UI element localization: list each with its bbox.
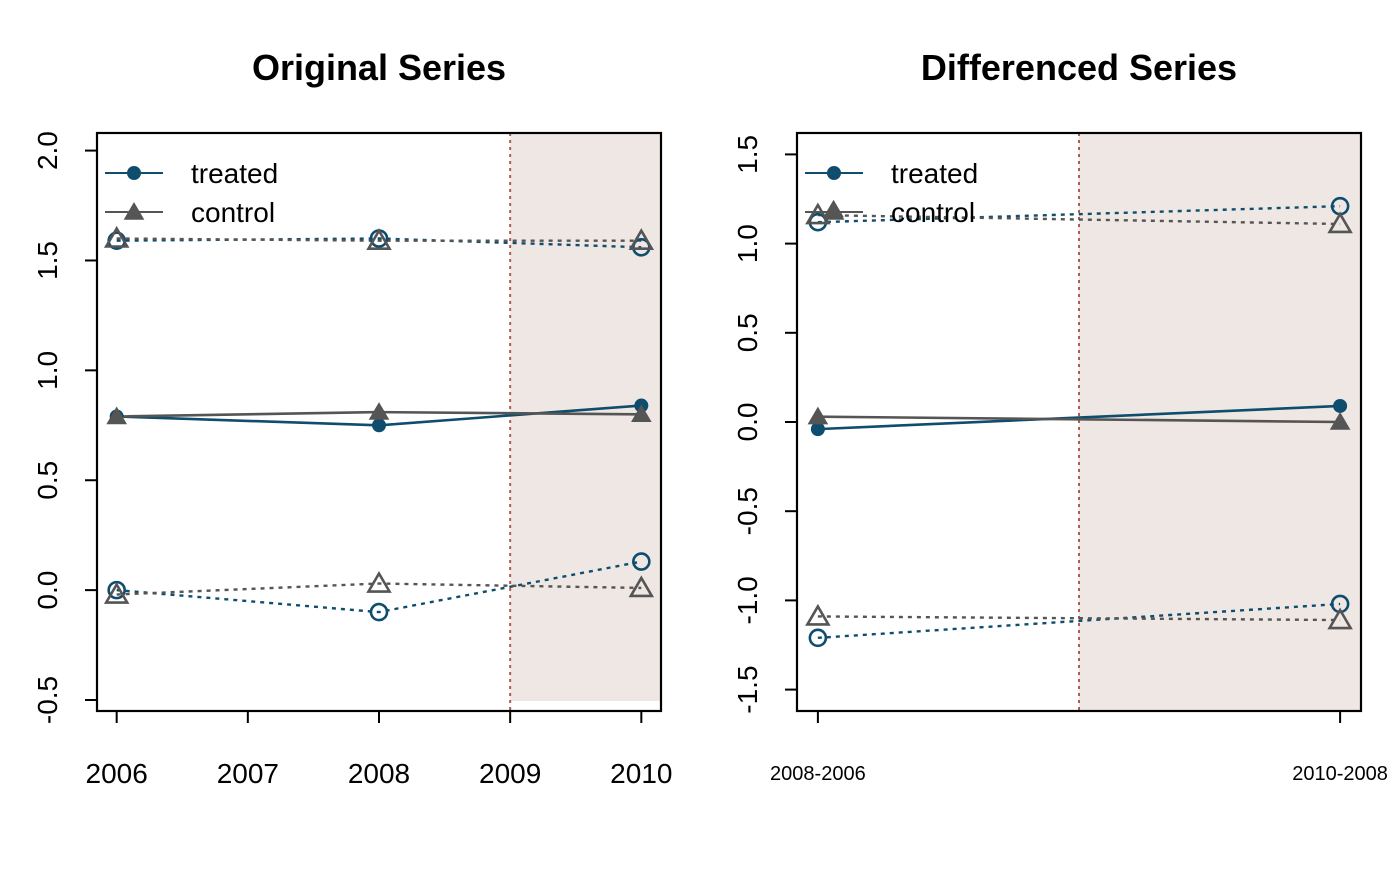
y-tick-label: 0.0 [32,571,63,610]
legend-marker-treated [827,166,841,180]
y-tick-label: 0.5 [732,313,763,352]
series-line-control-5 [817,615,1341,622]
panel-differenced-series: Differenced Series -1.5 -1.0 -0.5 0.0 0.5 1.0 1… [732,47,1388,785]
x-tick-label: 2008 [348,758,410,789]
y-tick-label: 1.0 [732,224,763,263]
legend-label-treated: treated [191,158,278,189]
series-line-control-3 [817,415,1341,424]
legend-marker-treated [127,166,141,180]
y-tick-label: 0.0 [732,403,763,442]
data-point-control-3-0 [106,406,127,425]
x-tick-label: 2006 [86,758,148,789]
legend-marker-control [123,202,145,220]
y-tick-label: -0.5 [32,676,63,724]
series-line-treated-1 [817,204,1341,224]
y-tick-label: -0.5 [732,487,763,535]
legend: treated control [805,158,978,228]
legend-label-control: control [191,197,275,228]
data-point-treated-0-1 [1333,398,1348,413]
data-point-control-4-0 [103,225,130,248]
data-point-treated-0-0 [810,422,825,437]
y-tick-label: 2.0 [32,131,63,170]
chart-title: Differenced Series [921,47,1237,88]
x-tick-label: 2008-2006 [770,763,866,785]
data-point-treated-0-1 [372,418,386,433]
y-tick-label: -1.5 [732,665,763,713]
data-point-control-4-1 [1327,211,1353,234]
y-tick-label: 0.5 [32,461,63,500]
data-point-control-3-1 [1329,412,1351,430]
data-point-control-5-1 [366,570,392,593]
legend-marker-control [823,202,845,220]
data-point-treated-2-2 [632,552,651,571]
data-point-control-4-0 [805,202,831,225]
data-point-control-5-0 [103,581,130,604]
series-line-treated-2 [817,602,1341,640]
data-point-control-5-1 [1327,607,1353,630]
legend-label-control: control [891,197,975,228]
legend: treated control [105,158,278,228]
y-tick-label: 1.0 [32,351,63,390]
x-tick-label: 2009 [479,758,541,789]
series-line-treated-0 [817,404,1341,431]
data-point-treated-2-1 [369,602,389,622]
legend-label-treated: treated [891,158,978,189]
data-point-control-3-2 [631,404,652,423]
x-tick-label: 2010-2008 [1292,763,1388,785]
chart-title: Original Series [252,47,506,88]
data-point-control-3-0 [807,406,829,425]
y-tick-label: -1.0 [732,576,763,624]
data-point-control-4-1 [366,228,392,250]
x-tick-label: 2010 [610,758,672,789]
data-point-control-4-2 [628,228,655,250]
x-tick-label: 2007 [217,758,279,789]
series-line-treated-2 [116,560,642,614]
data-point-treated-1-2 [632,237,651,257]
series-line-control-5 [116,582,642,596]
panel-original-series: Original Series -0.5 0.0 0.5 1.0 1.5 2.0 2006 20… [32,47,672,789]
y-tick-label: 1.5 [732,135,763,174]
y-tick-label: 1.5 [32,241,63,280]
data-point-control-5-0 [805,603,831,626]
series-line-control-4 [817,213,1341,226]
data-point-control-3-1 [368,402,390,420]
series-line-control-4 [116,237,642,242]
data-point-control-5-2 [628,575,655,598]
data-point-treated-2-0 [808,628,828,648]
series-line-treated-1 [116,237,642,249]
